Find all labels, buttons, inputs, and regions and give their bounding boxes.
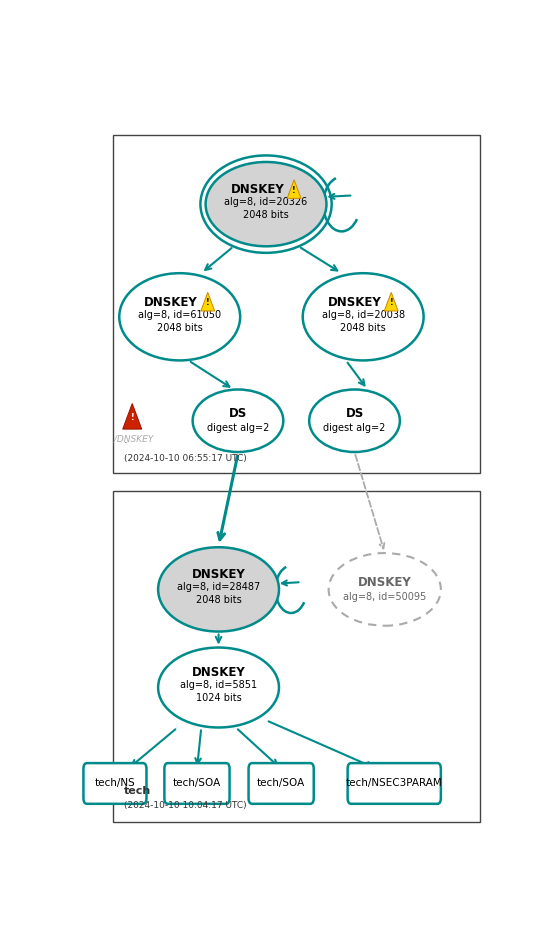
Text: tech/NSEC3PARAM: tech/NSEC3PARAM (346, 779, 443, 788)
Text: ./DNSKEY: ./DNSKEY (111, 434, 153, 444)
Text: digest alg=2: digest alg=2 (207, 423, 269, 433)
FancyBboxPatch shape (348, 763, 441, 804)
Text: alg=8, id=20326: alg=8, id=20326 (224, 197, 307, 207)
FancyBboxPatch shape (113, 491, 480, 822)
Ellipse shape (193, 390, 284, 452)
Text: tech/NS: tech/NS (95, 779, 135, 788)
Text: DNSKEY: DNSKEY (192, 666, 246, 680)
Text: 2048 bits: 2048 bits (157, 323, 203, 332)
Ellipse shape (158, 648, 279, 728)
Text: (2024-10-10 10:04:17 UTC): (2024-10-10 10:04:17 UTC) (124, 801, 246, 811)
Text: DNSKEY: DNSKEY (192, 568, 246, 582)
Text: alg=8, id=5851: alg=8, id=5851 (180, 681, 257, 690)
Text: DS: DS (345, 407, 364, 420)
FancyBboxPatch shape (248, 763, 314, 804)
Polygon shape (287, 179, 301, 198)
Text: !: ! (389, 298, 393, 308)
Text: alg=8, id=28487: alg=8, id=28487 (177, 582, 260, 592)
Text: alg=8, id=50095: alg=8, id=50095 (343, 592, 426, 601)
Text: tech: tech (124, 786, 151, 797)
Text: 1024 bits: 1024 bits (196, 694, 241, 703)
Text: alg=8, id=20038: alg=8, id=20038 (321, 310, 405, 320)
Polygon shape (384, 293, 398, 311)
FancyBboxPatch shape (84, 763, 146, 804)
Ellipse shape (329, 553, 441, 626)
Text: !: ! (206, 298, 209, 308)
Text: alg=8, id=61050: alg=8, id=61050 (138, 310, 221, 320)
Text: 2048 bits: 2048 bits (340, 323, 386, 332)
Text: tech/SOA: tech/SOA (173, 779, 221, 788)
Text: tech/SOA: tech/SOA (257, 779, 305, 788)
Text: DNSKEY: DNSKEY (328, 295, 382, 309)
FancyBboxPatch shape (113, 135, 480, 473)
Ellipse shape (158, 548, 279, 632)
Text: digest alg=2: digest alg=2 (324, 423, 385, 433)
Text: (2024-10-10 06:55:17 UTC): (2024-10-10 06:55:17 UTC) (124, 454, 246, 464)
Polygon shape (201, 293, 214, 311)
Ellipse shape (303, 273, 424, 361)
Text: !: ! (130, 413, 134, 422)
Ellipse shape (309, 390, 400, 452)
Text: DNSKEY: DNSKEY (144, 295, 198, 309)
Text: .: . (124, 435, 127, 446)
Ellipse shape (206, 162, 326, 246)
Text: 2048 bits: 2048 bits (243, 211, 289, 220)
Text: DNSKEY: DNSKEY (231, 183, 284, 196)
Ellipse shape (119, 273, 240, 361)
FancyBboxPatch shape (164, 763, 229, 804)
Text: DNSKEY: DNSKEY (358, 576, 412, 589)
Text: DS: DS (229, 407, 247, 420)
Text: !: ! (292, 186, 296, 194)
Text: 2048 bits: 2048 bits (196, 596, 241, 605)
Polygon shape (123, 403, 141, 430)
